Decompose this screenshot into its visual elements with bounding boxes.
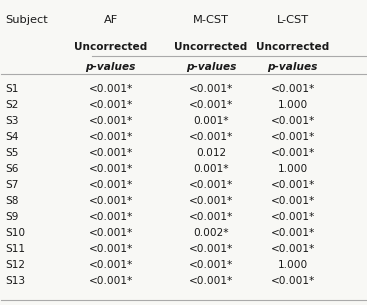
Text: 1.000: 1.000 — [278, 260, 308, 270]
Text: S7: S7 — [5, 180, 18, 190]
Text: <0.001*: <0.001* — [270, 84, 315, 94]
Text: <0.001*: <0.001* — [189, 180, 233, 190]
Text: S5: S5 — [5, 148, 18, 158]
Text: <0.001*: <0.001* — [88, 196, 133, 206]
Text: <0.001*: <0.001* — [189, 276, 233, 286]
Text: Uncorrected: Uncorrected — [174, 42, 247, 52]
Text: S3: S3 — [5, 116, 18, 126]
Text: <0.001*: <0.001* — [189, 84, 233, 94]
Text: <0.001*: <0.001* — [88, 212, 133, 222]
Text: <0.001*: <0.001* — [88, 164, 133, 174]
Text: <0.001*: <0.001* — [270, 132, 315, 142]
Text: S12: S12 — [5, 260, 25, 270]
Text: <0.001*: <0.001* — [88, 100, 133, 109]
Text: <0.001*: <0.001* — [189, 260, 233, 270]
Text: 0.002*: 0.002* — [193, 228, 229, 238]
Text: 0.001*: 0.001* — [193, 116, 229, 126]
Text: L-CST: L-CST — [277, 15, 309, 25]
Text: <0.001*: <0.001* — [270, 276, 315, 286]
Text: S9: S9 — [5, 212, 18, 222]
Text: S10: S10 — [5, 228, 25, 238]
Text: <0.001*: <0.001* — [270, 148, 315, 158]
Text: <0.001*: <0.001* — [270, 180, 315, 190]
Text: p-values: p-values — [268, 62, 318, 72]
Text: Subject: Subject — [5, 15, 48, 25]
Text: S6: S6 — [5, 164, 18, 174]
Text: <0.001*: <0.001* — [88, 276, 133, 286]
Text: <0.001*: <0.001* — [189, 100, 233, 109]
Text: <0.001*: <0.001* — [270, 116, 315, 126]
Text: S8: S8 — [5, 196, 18, 206]
Text: Uncorrected: Uncorrected — [256, 42, 330, 52]
Text: <0.001*: <0.001* — [88, 132, 133, 142]
Text: <0.001*: <0.001* — [189, 212, 233, 222]
Text: 1.000: 1.000 — [278, 100, 308, 109]
Text: <0.001*: <0.001* — [88, 84, 133, 94]
Text: <0.001*: <0.001* — [270, 196, 315, 206]
Text: S13: S13 — [5, 276, 25, 286]
Text: <0.001*: <0.001* — [189, 244, 233, 254]
Text: <0.001*: <0.001* — [189, 196, 233, 206]
Text: 1.000: 1.000 — [278, 164, 308, 174]
Text: p-values: p-values — [186, 62, 236, 72]
Text: 0.012: 0.012 — [196, 148, 226, 158]
Text: S2: S2 — [5, 100, 18, 109]
Text: S11: S11 — [5, 244, 25, 254]
Text: <0.001*: <0.001* — [88, 148, 133, 158]
Text: <0.001*: <0.001* — [88, 260, 133, 270]
Text: AF: AF — [103, 15, 118, 25]
Text: <0.001*: <0.001* — [270, 244, 315, 254]
Text: S1: S1 — [5, 84, 18, 94]
Text: <0.001*: <0.001* — [88, 228, 133, 238]
Text: <0.001*: <0.001* — [88, 116, 133, 126]
Text: <0.001*: <0.001* — [88, 244, 133, 254]
Text: <0.001*: <0.001* — [189, 132, 233, 142]
Text: <0.001*: <0.001* — [88, 180, 133, 190]
Text: M-CST: M-CST — [193, 15, 229, 25]
Text: S4: S4 — [5, 132, 18, 142]
Text: <0.001*: <0.001* — [270, 212, 315, 222]
Text: Uncorrected: Uncorrected — [74, 42, 147, 52]
Text: p-values: p-values — [86, 62, 136, 72]
Text: <0.001*: <0.001* — [270, 228, 315, 238]
Text: 0.001*: 0.001* — [193, 164, 229, 174]
